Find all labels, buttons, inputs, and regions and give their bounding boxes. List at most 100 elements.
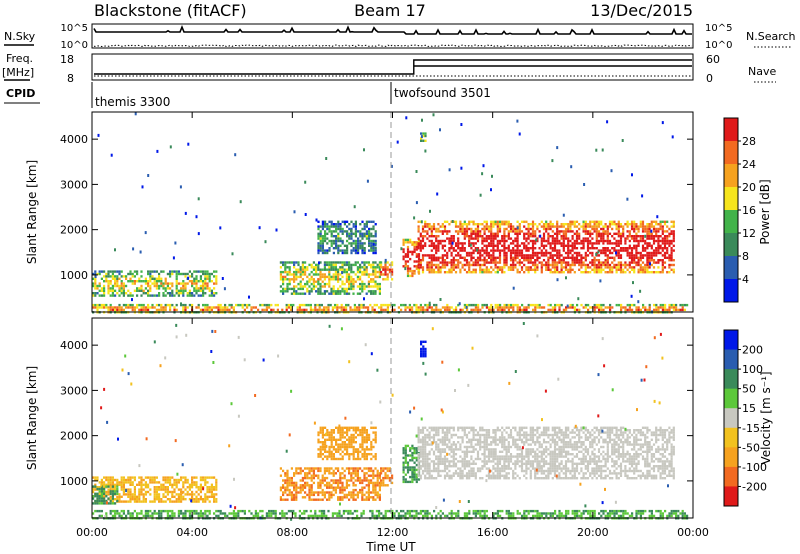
heatmap-cell (659, 225, 662, 228)
heatmap-cell (339, 431, 342, 434)
heatmap-cell (323, 484, 326, 487)
heatmap-cell (413, 250, 416, 254)
heatmap-cell (575, 242, 579, 245)
heatmap-cell (199, 308, 202, 312)
heatmap-cell (337, 479, 340, 482)
heatmap-cell (652, 242, 656, 245)
heatmap-cell (675, 306, 678, 309)
heatmap-cell (602, 268, 605, 271)
heatmap-cell (317, 225, 320, 228)
heatmap-cell (184, 488, 187, 491)
heatmap-cell (626, 230, 629, 233)
heatmap-cell (492, 261, 495, 264)
heatmap-cell (350, 491, 353, 494)
heatmap-cell (615, 244, 618, 247)
heatmap-cell (646, 266, 649, 269)
heatmap-cell (635, 239, 638, 243)
heatmap-cell (284, 488, 287, 492)
heatmap-cell (424, 436, 427, 439)
heatmap-cell (141, 185, 144, 189)
heatmap-cell (179, 185, 182, 189)
heatmap-cell (637, 225, 640, 228)
heatmap-cell (352, 496, 355, 499)
heatmap-cell (341, 275, 344, 279)
heatmap-cell (312, 308, 315, 312)
heatmap-cell (633, 227, 636, 231)
heatmap-cell (455, 308, 458, 312)
heatmap-cell (518, 249, 521, 252)
heatmap-cell (366, 179, 369, 183)
heatmap-cell (213, 306, 216, 309)
heatmap-cell (348, 469, 351, 473)
heatmap-cell (171, 500, 174, 503)
heatmap-cell (531, 232, 535, 235)
heatmap-cell (122, 275, 125, 278)
heatmap-cell (327, 303, 330, 307)
heatmap-cell (457, 242, 460, 245)
heatmap-cell (498, 251, 502, 255)
heatmap-cell (404, 480, 407, 484)
heatmap-cell (127, 306, 130, 309)
heatmap-cell (298, 303, 301, 307)
heatmap-cell (481, 254, 484, 257)
heatmap-cell (402, 243, 405, 246)
heatmap-cell (637, 259, 640, 262)
heatmap-cell (560, 254, 563, 257)
heatmap-cell (650, 235, 653, 238)
heatmap-cell (114, 270, 117, 273)
heatmap-cell (293, 285, 296, 288)
heatmap-cell (549, 223, 552, 226)
heatmap-cell (293, 498, 296, 501)
heatmap-cell (591, 259, 594, 262)
heatmap-cell (151, 481, 154, 484)
heatmap-cell (411, 308, 414, 312)
heatmap-cell (419, 263, 422, 267)
heatmap-cell (639, 263, 642, 267)
heatmap-cell (358, 308, 361, 312)
heatmap-cell (644, 225, 647, 228)
heatmap-cell (332, 474, 335, 477)
heatmap-cell (641, 230, 645, 233)
heatmap-cell (584, 254, 587, 257)
heatmap-cell (92, 497, 95, 500)
heatmap-cell (158, 294, 161, 297)
heatmap-cell (639, 237, 642, 240)
heatmap-cell (248, 303, 251, 307)
heatmap-cell (621, 139, 624, 142)
heatmap-cell (496, 230, 499, 233)
heatmap-cell (343, 431, 346, 434)
heatmap-cell (127, 488, 130, 491)
heatmap-cell (639, 220, 642, 223)
heatmap-cell (111, 294, 114, 297)
heatmap-cell (450, 271, 453, 274)
heatmap-cell (261, 303, 264, 307)
heatmap-cell (195, 289, 198, 292)
heatmap-cell (357, 457, 360, 461)
heatmap-cell (648, 227, 651, 231)
heatmap-cell (301, 308, 304, 312)
heatmap-cell (419, 438, 422, 441)
heatmap-cell (208, 275, 211, 278)
heatmap-cell (323, 266, 326, 269)
heatmap-cell (657, 266, 660, 269)
heatmap-cell (492, 232, 495, 235)
heatmap-cell (542, 227, 546, 231)
heatmap-cell (652, 254, 656, 257)
heatmap-cell (202, 284, 205, 288)
heatmap-cell (413, 447, 416, 450)
heatmap-cell (330, 239, 333, 243)
heatmap-cell (430, 426, 433, 429)
heatmap-cell (393, 303, 396, 307)
heatmap-cell (319, 242, 322, 245)
heatmap-cell (118, 272, 121, 276)
heatmap-cell (424, 467, 427, 470)
heatmap-cell (450, 220, 453, 223)
heatmap-cell (111, 478, 114, 482)
heatmap-cell (531, 220, 535, 223)
heatmap-cell (619, 256, 623, 259)
heatmap-cell (460, 123, 463, 126)
heatmap-cell (98, 289, 101, 292)
heatmap-cell (483, 237, 486, 240)
heatmap-cell (573, 223, 576, 226)
heatmap-cell (404, 262, 407, 266)
